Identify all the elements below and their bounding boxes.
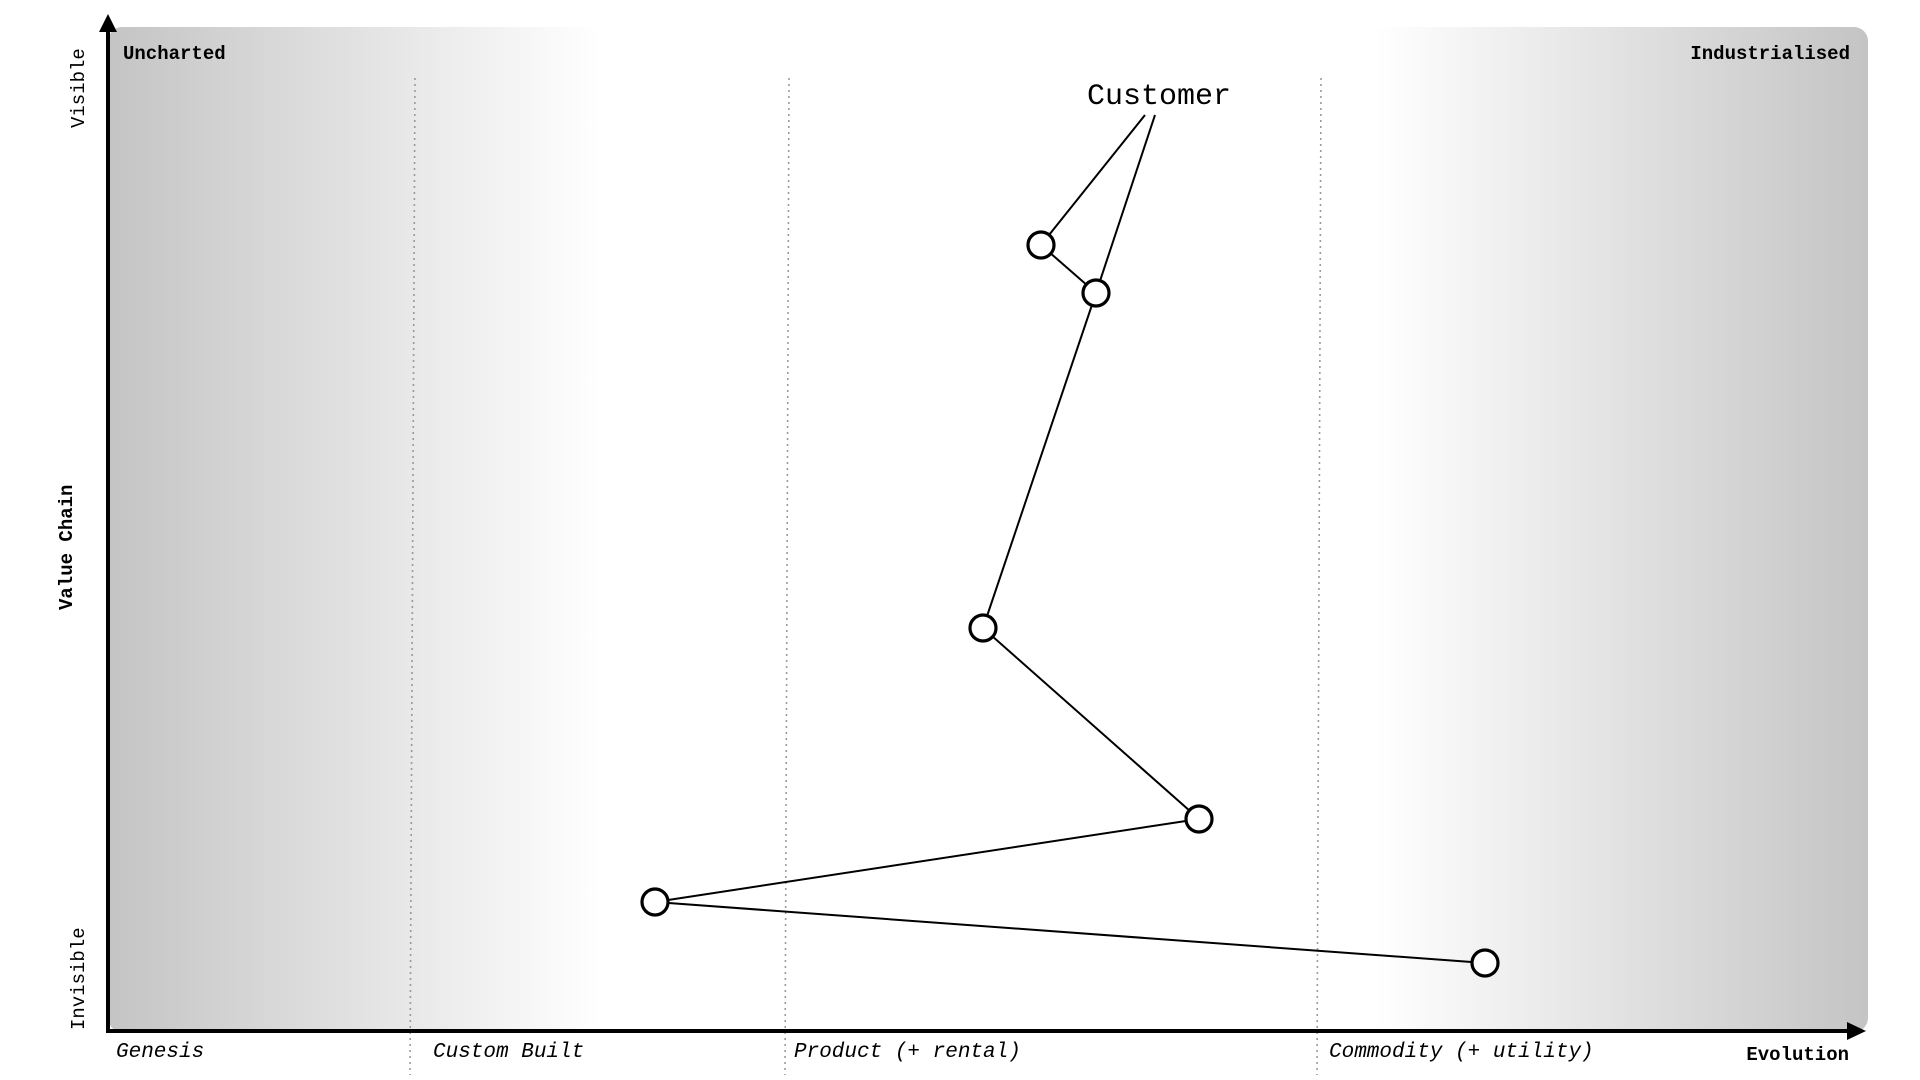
component-node-6[interactable] [1470, 948, 1500, 978]
map-background [108, 27, 1868, 1032]
link-node-4-to-node-5 [654, 818, 1200, 903]
link-node-2-to-node-3 [982, 292, 1097, 629]
corner-label-uncharted: Uncharted [123, 43, 226, 65]
component-node-5[interactable] [640, 887, 670, 917]
y-axis-label-invisible: Invisible [68, 927, 90, 1030]
link-node-5-to-node-6 [654, 901, 1486, 964]
stage-label-product: Product (+ rental) [794, 1041, 1021, 1064]
stage-label-commodity: Commodity (+ utility) [1329, 1041, 1594, 1064]
component-node-4[interactable] [1184, 804, 1214, 834]
stage-divider-1 [409, 77, 416, 1076]
stage-label-custom-built: Custom Built [433, 1041, 584, 1064]
anchor-label-customer: Customer [1087, 80, 1231, 114]
component-node-2[interactable] [1081, 278, 1111, 308]
y-axis-label-visible: Visible [68, 48, 90, 128]
y-axis-label-value-chain: Value Chain [56, 485, 78, 610]
stage-divider-3 [1316, 77, 1322, 1076]
y-axis-arrow-icon [99, 14, 117, 32]
stage-divider-2 [784, 77, 790, 1076]
link-customer-to-node-2 [1095, 114, 1156, 294]
stage-label-genesis: Genesis [116, 1041, 204, 1064]
component-node-3[interactable] [968, 613, 998, 643]
x-axis-arrow-icon [1847, 1022, 1866, 1040]
x-axis-label-evolution: Evolution [1746, 1044, 1849, 1066]
component-node-1[interactable] [1026, 230, 1056, 260]
link-customer-to-node-1 [1040, 114, 1146, 246]
link-node-3-to-node-4 [982, 627, 1200, 820]
corner-label-industrialised: Industrialised [1690, 43, 1850, 65]
